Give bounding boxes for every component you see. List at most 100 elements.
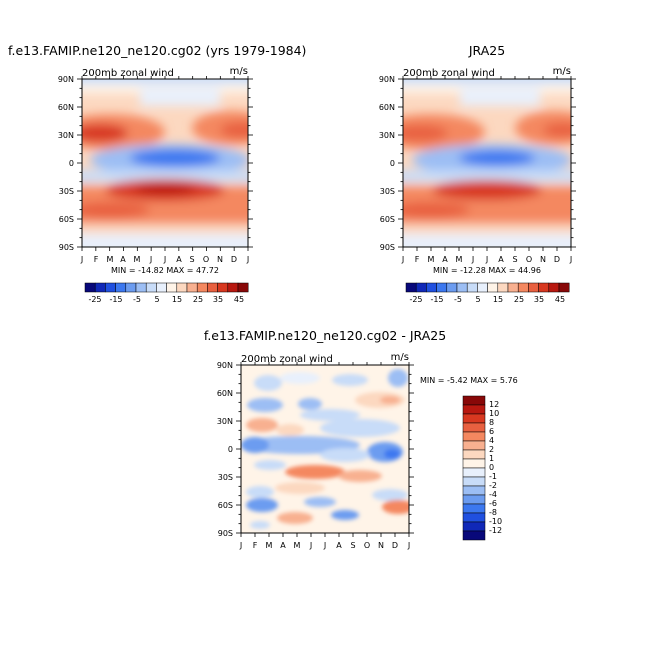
anom-blob bbox=[254, 460, 286, 470]
anom-blob bbox=[246, 486, 274, 498]
colorbar-label: -8 bbox=[489, 508, 497, 517]
colorbar-label: -25 bbox=[409, 295, 422, 304]
colorbar-label: 1 bbox=[489, 454, 494, 463]
xtick-label: F bbox=[415, 255, 420, 264]
colorbar-swatch bbox=[105, 282, 116, 293]
xtick-label: A bbox=[280, 541, 286, 550]
south-jet-lower bbox=[82, 202, 150, 218]
xtick-label: J bbox=[471, 255, 474, 264]
ytick-label: 60N bbox=[58, 103, 74, 112]
anom-blob bbox=[280, 372, 320, 384]
xtick-label: N bbox=[540, 255, 546, 264]
colorbar-swatch bbox=[507, 282, 519, 293]
panel-difference-subtitle: 200mb zonal wind bbox=[241, 354, 333, 365]
xtick-label: O bbox=[203, 255, 209, 264]
xtick-label: D bbox=[554, 255, 560, 264]
colorbar-label: -15 bbox=[109, 295, 122, 304]
panel-model-stats: MIN = -14.82 MAX = 47.72 bbox=[111, 266, 219, 275]
south-jet-core2 bbox=[135, 184, 195, 194]
tick-marks bbox=[77, 76, 576, 537]
ytick-label: 30S bbox=[380, 187, 395, 196]
colorbar-label: 10 bbox=[489, 409, 499, 418]
xtick-label: O bbox=[526, 255, 532, 264]
colorbar-swatch bbox=[217, 282, 229, 293]
band-north-weak bbox=[140, 88, 220, 106]
colorbar-swatch bbox=[207, 282, 218, 293]
colorbar-swatch bbox=[462, 404, 486, 415]
colorbar-label: 45 bbox=[555, 295, 565, 304]
panel-model-ytick-labels: 90N 60N 30N 0 30S 60S 90S bbox=[58, 75, 74, 252]
panel-model-subtitle: 200mb zonal wind bbox=[82, 68, 174, 79]
colorbar-swatch bbox=[462, 512, 486, 523]
xtick-label: O bbox=[364, 541, 370, 550]
xtick-label: J bbox=[80, 255, 83, 264]
xtick-label: N bbox=[378, 541, 384, 550]
ytick-label: 90S bbox=[380, 243, 395, 252]
anom-blob bbox=[388, 369, 408, 387]
ytick-label: 90N bbox=[379, 75, 395, 84]
xtick-label: J bbox=[246, 255, 249, 264]
ytick-label: 30N bbox=[217, 417, 233, 426]
panel-reanalysis-field bbox=[403, 79, 571, 247]
colorbar-swatch bbox=[462, 485, 486, 496]
xtick-label: A bbox=[176, 255, 182, 264]
eq-easterly-core bbox=[130, 149, 220, 167]
band-south-polar bbox=[403, 234, 571, 247]
colorbar-swatch bbox=[176, 282, 188, 293]
anom-blob bbox=[338, 470, 382, 482]
colorbar-swatch bbox=[446, 282, 458, 293]
band-north-weak bbox=[460, 88, 540, 106]
xtick-label: D bbox=[392, 541, 398, 550]
colorbar-swatch bbox=[462, 476, 486, 487]
anom-blob bbox=[382, 500, 409, 514]
xtick-label: F bbox=[94, 255, 99, 264]
panel-model-colorbar: -25 -15 -5 5 15 25 35 45 bbox=[84, 282, 249, 304]
colorbar-swatch bbox=[462, 449, 486, 460]
colorbar-label: 12 bbox=[489, 400, 499, 409]
ytick-label: 60S bbox=[380, 215, 395, 224]
colorbar-swatch bbox=[166, 282, 178, 293]
anom-blob bbox=[276, 424, 304, 436]
colorbar-label: -12 bbox=[489, 526, 502, 535]
anom-blob bbox=[247, 398, 283, 412]
colorbar-label: 15 bbox=[493, 295, 503, 304]
ytick-label: 90S bbox=[59, 243, 74, 252]
colorbar-swatch bbox=[115, 282, 127, 293]
colorbar-swatch bbox=[538, 282, 550, 293]
colorbar-label: -5 bbox=[454, 295, 462, 304]
colorbar-swatch bbox=[497, 282, 509, 293]
ytick-label: 90S bbox=[218, 529, 233, 538]
colorbar-swatch bbox=[462, 467, 486, 478]
colorbar-swatch bbox=[462, 530, 486, 541]
panel-reanalysis-colorbar: -25 -15 -5 5 15 25 35 45 bbox=[405, 282, 570, 304]
anom-blob bbox=[320, 448, 370, 462]
xtick-label: M bbox=[134, 255, 141, 264]
xtick-label: A bbox=[498, 255, 504, 264]
colorbar-swatch bbox=[462, 503, 486, 514]
colorbar-swatch bbox=[462, 413, 486, 424]
north-jet-low-core bbox=[82, 124, 128, 142]
anom-blob bbox=[254, 375, 282, 391]
ytick-label: 0 bbox=[228, 445, 233, 454]
xtick-label: J bbox=[163, 255, 166, 264]
xtick-label: A bbox=[120, 255, 126, 264]
panel-reanalysis: JRA25 200mb zonal wind m/s bbox=[379, 43, 572, 304]
xtick-label: D bbox=[231, 255, 237, 264]
panel-difference-colorbar: 12 10 8 6 4 2 1 0 -1 -2 -4 -6 -8 -10 -12 bbox=[462, 395, 502, 541]
south-jet-core bbox=[432, 180, 542, 200]
colorbar-label: 5 bbox=[154, 295, 159, 304]
xtick-label: J bbox=[309, 541, 312, 550]
anom-blob bbox=[331, 510, 359, 520]
ytick-label: 60S bbox=[218, 501, 233, 510]
colorbar-swatch bbox=[462, 440, 486, 451]
ytick-label: 30S bbox=[59, 187, 74, 196]
colorbar-swatch bbox=[227, 282, 239, 293]
colorbar-label: 15 bbox=[172, 295, 182, 304]
band-south-pale bbox=[403, 224, 571, 234]
eq-easterly-core bbox=[459, 150, 535, 166]
panel-reanalysis-title: JRA25 bbox=[468, 43, 505, 58]
colorbar-swatch bbox=[558, 282, 570, 293]
band-north-polar bbox=[82, 79, 248, 84]
panel-difference-title: f.e13.FAMIP.ne120_ne120.cg02 - JRA25 bbox=[204, 328, 446, 343]
